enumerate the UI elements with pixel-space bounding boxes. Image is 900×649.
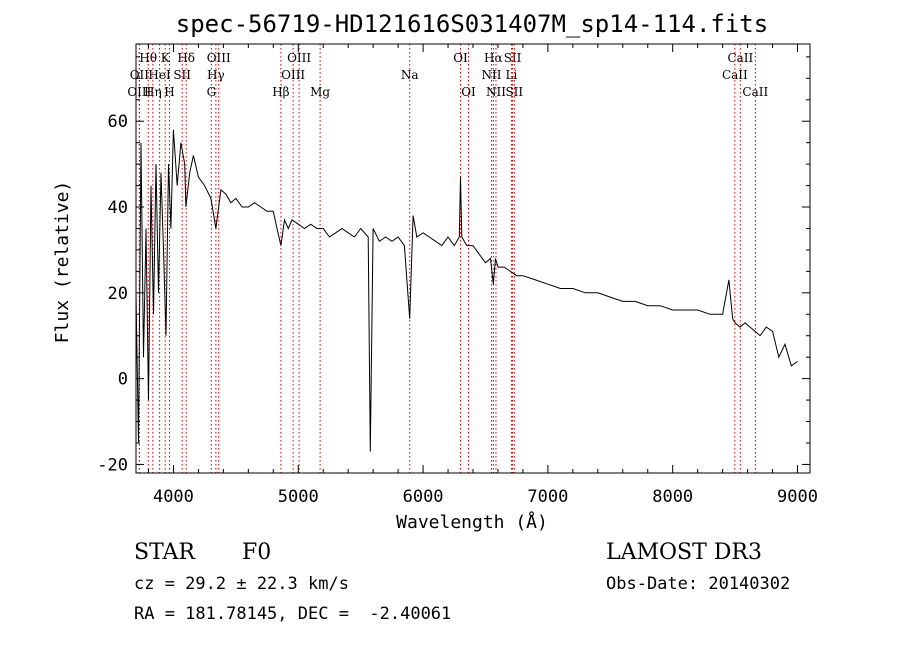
line-label: NII: [486, 85, 506, 99]
object-subclass: F0: [242, 540, 272, 565]
y-axis: -20 0 20 40 60: [97, 56, 810, 475]
line-label: Hθ: [139, 51, 157, 65]
line-label: OII: [130, 68, 150, 82]
ra-dec: RA = 181.78145, DEC = -2.40061: [134, 604, 452, 624]
survey-name: LAMOST DR3: [606, 540, 762, 565]
line-label: Mg: [310, 85, 330, 99]
plot-frame: [135, 43, 811, 474]
x-tick-label: 9000: [777, 487, 818, 507]
y-tick-label: 0: [118, 370, 128, 390]
line-label: Hβ: [272, 85, 289, 99]
y-axis-label: Flux (relative): [52, 181, 73, 344]
line-label: OIII: [287, 51, 311, 65]
line-label: OI: [461, 85, 476, 99]
line-label: OIII: [207, 51, 231, 65]
x-axis-label: Wavelength (Å): [396, 511, 548, 533]
y-tick-label: 60: [108, 112, 128, 132]
line-label: SII: [505, 85, 523, 99]
line-label: CaII: [727, 51, 753, 65]
line-label: Hη: [144, 85, 162, 99]
redshift-cz: cz = 29.2 ± 22.3 km/s: [134, 574, 349, 594]
spectrum-line: [135, 129, 798, 452]
emission-line-markers: Hθ OII OIII K HeI Hη Hδ SII H OIII Hγ G Hβ OIII OIII Mg…: [127, 44, 768, 473]
line-label: Hγ: [207, 68, 225, 82]
obs-date: Obs-Date: 20140302: [606, 574, 791, 594]
x-tick-label: 5000: [278, 487, 319, 507]
line-label: NII: [481, 68, 501, 82]
line-label: K: [161, 51, 171, 65]
line-label: H: [164, 85, 174, 99]
x-tick-label: 4000: [153, 487, 194, 507]
line-label: CaII: [742, 85, 768, 99]
spectrum-series: [135, 129, 798, 452]
line-label: G: [207, 85, 217, 99]
line-label: OIII: [281, 68, 305, 82]
chart-title: spec-56719-HD121616S031407M_sp14-114.fit…: [176, 10, 768, 38]
line-label: Hδ: [177, 51, 195, 65]
y-tick-label: 20: [108, 284, 128, 304]
line-label: Hα: [484, 51, 503, 65]
line-label: Na: [401, 68, 419, 82]
line-label: SII: [504, 51, 522, 65]
x-axis: 4000 5000 6000 7000 8000 9000: [147, 44, 818, 507]
line-label: OI: [453, 51, 468, 65]
line-label: Li: [506, 68, 518, 82]
line-label: OIII: [127, 85, 151, 99]
x-tick-label: 8000: [652, 487, 693, 507]
object-class: STAR: [134, 540, 195, 565]
line-label: CaII: [722, 68, 748, 82]
y-tick-label: -20: [97, 455, 128, 475]
line-label: HeI: [148, 68, 171, 82]
x-tick-label: 7000: [527, 487, 568, 507]
y-tick-label: 40: [108, 198, 128, 218]
x-tick-label: 6000: [403, 487, 444, 507]
line-label: SII: [173, 68, 191, 82]
